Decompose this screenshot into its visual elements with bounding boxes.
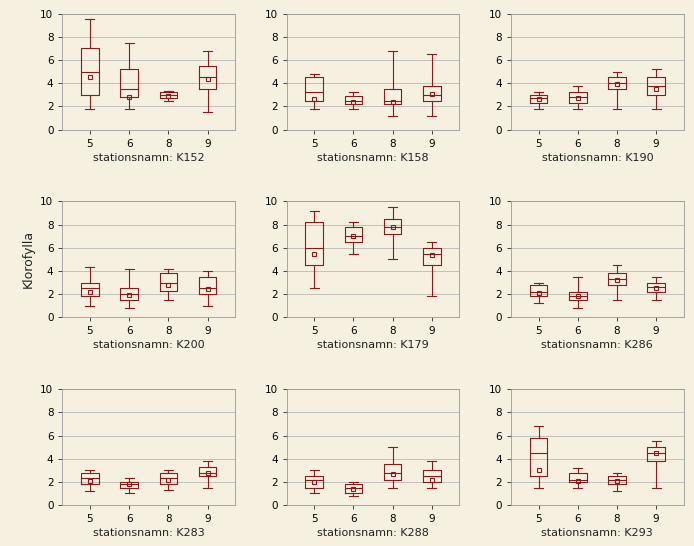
X-axis label: stationsnamn: K286: stationsnamn: K286 xyxy=(541,341,653,351)
X-axis label: stationsnamn: K283: stationsnamn: K283 xyxy=(93,528,205,538)
X-axis label: stationsnamn: K190: stationsnamn: K190 xyxy=(541,153,653,163)
X-axis label: stationsnamn: K179: stationsnamn: K179 xyxy=(317,341,429,351)
X-axis label: stationsnamn: K152: stationsnamn: K152 xyxy=(93,153,205,163)
X-axis label: stationsnamn: K158: stationsnamn: K158 xyxy=(317,153,429,163)
X-axis label: stationsnamn: K288: stationsnamn: K288 xyxy=(317,528,429,538)
X-axis label: stationsnamn: K200: stationsnamn: K200 xyxy=(93,341,205,351)
X-axis label: stationsnamn: K293: stationsnamn: K293 xyxy=(541,528,653,538)
Y-axis label: Klorofylla: Klorofylla xyxy=(22,230,35,288)
